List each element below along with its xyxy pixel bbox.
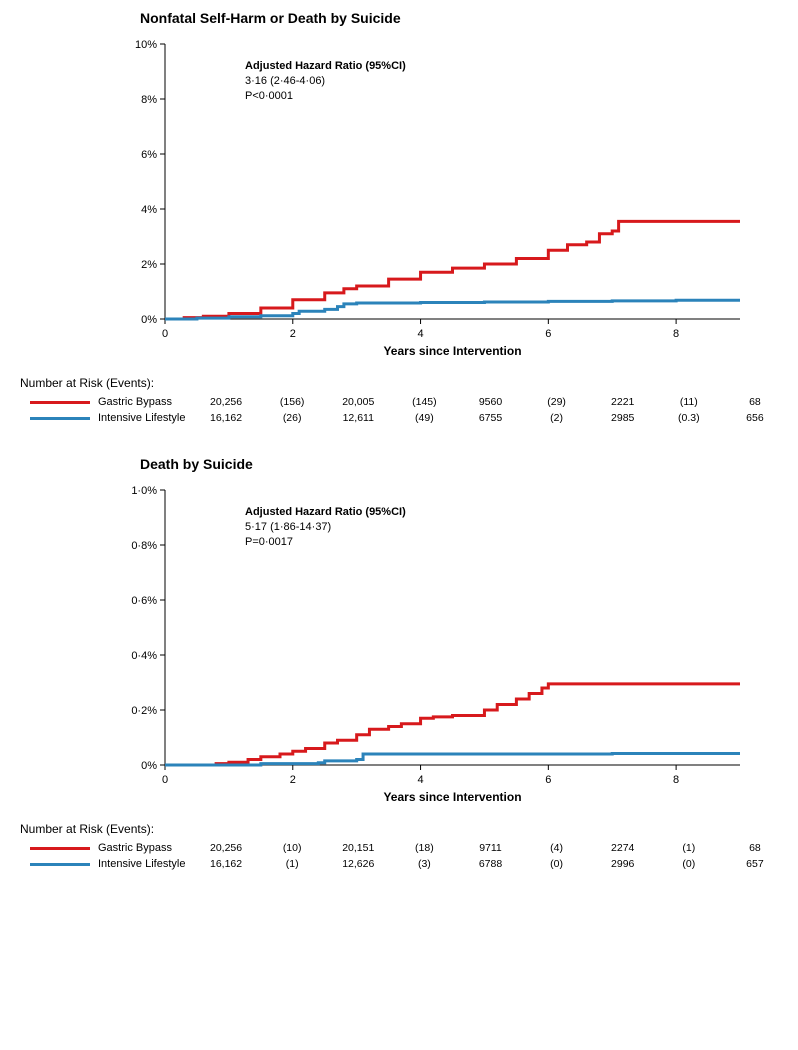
risk-cell: 656 bbox=[722, 412, 788, 424]
chart: 0% 0·2% 0·4% 0·6% 0·8% 1·0% 0 2 4 6 8 Years since I… bbox=[110, 480, 748, 810]
risk-cell: 16,162 bbox=[193, 412, 259, 424]
ytick-label: 4% bbox=[141, 204, 157, 216]
risk-cell: (1) bbox=[259, 858, 325, 870]
risk-row: Intensive Lifestyle16,162(26)12,611(49)6… bbox=[10, 410, 788, 426]
risk-cell: (4) bbox=[524, 842, 590, 854]
xtick-label: 6 bbox=[545, 774, 551, 786]
risk-cell: 2221 bbox=[590, 396, 656, 408]
risk-table: Number at Risk (Events):Gastric Bypass20… bbox=[10, 376, 788, 426]
risk-cell: (18) bbox=[391, 842, 457, 854]
risk-cell: 9711 bbox=[457, 842, 523, 854]
legend-swatch bbox=[30, 847, 90, 850]
risk-cell: (3) bbox=[391, 858, 457, 870]
series-line bbox=[165, 221, 740, 319]
ytick-label: 2% bbox=[141, 259, 157, 271]
ytick-label: 10% bbox=[135, 39, 157, 51]
risk-cell: (0.3) bbox=[656, 412, 722, 424]
xtick-label: 6 bbox=[545, 328, 551, 340]
risk-cell: (156) bbox=[259, 396, 325, 408]
legend-swatch bbox=[30, 417, 90, 420]
risk-cell: 2985 bbox=[590, 412, 656, 424]
chart: 0% 2% 4% 6% 8% 10% 0 2 4 6 8 Years since Interventi… bbox=[110, 34, 748, 364]
legend-swatch bbox=[30, 401, 90, 404]
risk-cell: (10) bbox=[259, 842, 325, 854]
xtick-label: 8 bbox=[673, 774, 679, 786]
risk-row: Gastric Bypass20,256(10)20,151(18)9711(4… bbox=[10, 840, 788, 856]
annot-line1: 5·17 (1·86-14·37) bbox=[245, 521, 331, 533]
x-axis-label: Years since Intervention bbox=[383, 790, 521, 804]
annot-title: Adjusted Hazard Ratio (95%CI) bbox=[245, 60, 406, 72]
risk-label: Gastric Bypass bbox=[98, 396, 193, 408]
ytick-label: 0% bbox=[141, 314, 157, 326]
annot-line1: 3·16 (2·46-4·06) bbox=[245, 75, 325, 87]
ytick-label: 1·0% bbox=[131, 485, 157, 497]
risk-row: Gastric Bypass20,256(156)20,005(145)9560… bbox=[10, 394, 788, 410]
xtick-label: 0 bbox=[162, 774, 168, 786]
panel-title: Nonfatal Self-Harm or Death by Suicide bbox=[140, 10, 788, 26]
risk-cell: (0) bbox=[524, 858, 590, 870]
risk-cell: (2) bbox=[524, 412, 590, 424]
xtick-label: 2 bbox=[290, 774, 296, 786]
series-line bbox=[165, 300, 740, 319]
risk-cell: 12,626 bbox=[325, 858, 391, 870]
risk-cell: 2996 bbox=[590, 858, 656, 870]
annot-line2: P=0·0017 bbox=[245, 536, 293, 548]
panel-0: Nonfatal Self-Harm or Death by Suicide 0%… bbox=[10, 10, 788, 426]
risk-cell: (0) bbox=[656, 858, 722, 870]
risk-cell: 20,256 bbox=[193, 842, 259, 854]
risk-label: Gastric Bypass bbox=[98, 842, 193, 854]
ytick-label: 0·2% bbox=[131, 705, 157, 717]
risk-cell: (26) bbox=[259, 412, 325, 424]
risk-cell: 68 bbox=[722, 396, 788, 408]
risk-cell: 657 bbox=[722, 858, 788, 870]
ytick-label: 0% bbox=[141, 760, 157, 772]
annot-line2: P<0·0001 bbox=[245, 90, 293, 102]
xtick-label: 2 bbox=[290, 328, 296, 340]
panel-1: Death by Suicide 0% 0·2% 0·4% 0·6% 0·8% 1·0% 0 2… bbox=[10, 456, 788, 872]
risk-cell: 9560 bbox=[457, 396, 523, 408]
ytick-label: 8% bbox=[141, 94, 157, 106]
risk-cell: 6788 bbox=[457, 858, 523, 870]
risk-cell: 12,611 bbox=[325, 412, 391, 424]
ytick-label: 6% bbox=[141, 149, 157, 161]
risk-title: Number at Risk (Events): bbox=[20, 822, 788, 836]
risk-cell: (1) bbox=[656, 842, 722, 854]
risk-cell: 68 bbox=[722, 842, 788, 854]
risk-title: Number at Risk (Events): bbox=[20, 376, 788, 390]
ytick-label: 0·4% bbox=[131, 650, 157, 662]
risk-cell: 20,151 bbox=[325, 842, 391, 854]
annot-title: Adjusted Hazard Ratio (95%CI) bbox=[245, 506, 406, 518]
ytick-label: 0·6% bbox=[131, 595, 157, 607]
xtick-label: 8 bbox=[673, 328, 679, 340]
risk-table: Number at Risk (Events):Gastric Bypass20… bbox=[10, 822, 788, 872]
x-axis-label: Years since Intervention bbox=[383, 344, 521, 358]
risk-label: Intensive Lifestyle bbox=[98, 412, 193, 424]
risk-label: Intensive Lifestyle bbox=[98, 858, 193, 870]
panel-title: Death by Suicide bbox=[140, 456, 788, 472]
risk-cell: (11) bbox=[656, 396, 722, 408]
xtick-label: 0 bbox=[162, 328, 168, 340]
risk-cell: 20,005 bbox=[325, 396, 391, 408]
risk-cell: 2274 bbox=[590, 842, 656, 854]
risk-cell: 6755 bbox=[457, 412, 523, 424]
risk-cell: (145) bbox=[391, 396, 457, 408]
risk-cell: (49) bbox=[391, 412, 457, 424]
risk-cell: 20,256 bbox=[193, 396, 259, 408]
xtick-label: 4 bbox=[417, 774, 423, 786]
risk-cell: (29) bbox=[524, 396, 590, 408]
ytick-label: 0·8% bbox=[131, 540, 157, 552]
risk-cell: 16,162 bbox=[193, 858, 259, 870]
risk-row: Intensive Lifestyle16,162(1)12,626(3)678… bbox=[10, 856, 788, 872]
legend-swatch bbox=[30, 863, 90, 866]
xtick-label: 4 bbox=[417, 328, 423, 340]
